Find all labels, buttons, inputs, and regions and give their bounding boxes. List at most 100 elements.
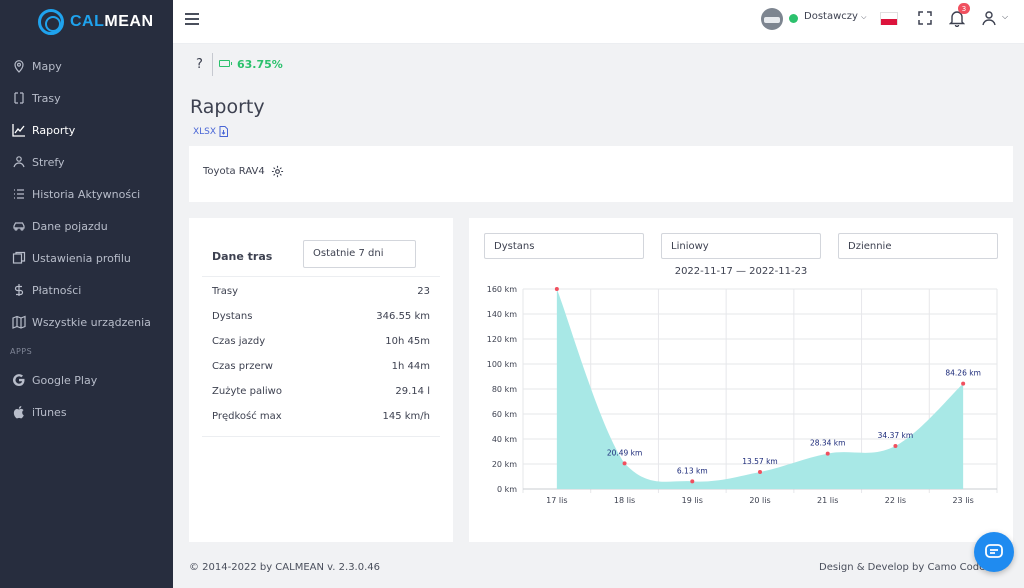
chart-card: Dystans Liniowy Dziennie 2022-11-17 — 20…: [469, 218, 1013, 542]
sidebar-item-itunes[interactable]: iTunes: [0, 396, 173, 428]
status-indicator: [789, 14, 798, 23]
stat-label: Trasy: [212, 286, 239, 297]
sidebar-item-label: Raporty: [32, 123, 76, 137]
logo-mark-icon: [38, 9, 64, 35]
google-icon: [12, 373, 26, 387]
sidebar-item-dane-pojazdu[interactable]: Dane pojazdu: [0, 210, 173, 242]
stat-label: Czas przerw: [212, 361, 273, 372]
sidebar-item-wszystkie-urzadzenia[interactable]: Wszystkie urządzenia: [0, 306, 173, 338]
trip-stats-card: Dane tras Ostatnie 7 dni Trasy 23 Dystans…: [189, 218, 453, 542]
fullscreen-icon[interactable]: [918, 11, 932, 25]
sidebar-item-label: Google Play: [32, 373, 98, 387]
sidebar: CALMEAN Mapy Trasy Raporty Strefy Histor…: [0, 0, 173, 588]
divider: [202, 276, 440, 277]
data-label: 20.49 km: [607, 448, 643, 457]
stat-label: Prędkość max: [212, 411, 282, 422]
chart-date-range: 2022-11-17 — 2022-11-23: [674, 266, 808, 277]
user-dropdown-label: Dostawczy: [804, 11, 858, 22]
stat-value: 1h 44m: [391, 361, 430, 372]
help-button[interactable]: ?: [196, 57, 203, 72]
topbar: Dostawczy ⌵ 3 ⌵: [173, 0, 1024, 44]
stat-row: Zużyte paliwo 29.14 l: [212, 386, 430, 400]
sidebar-nav: Mapy Trasy Raporty Strefy Historia Aktyw…: [0, 50, 173, 428]
sidebar-item-strefy[interactable]: Strefy: [0, 146, 173, 178]
chart-line-icon: [12, 123, 26, 137]
chevron-down-icon: ⌵: [861, 13, 867, 21]
y-tick-label: 140 km: [487, 310, 517, 319]
apple-icon: [12, 405, 26, 419]
export-xlsx-link[interactable]: XLSX: [193, 126, 229, 137]
dollar-icon: [12, 283, 26, 297]
export-xlsx-label: XLSX: [193, 126, 217, 137]
sidebar-item-label: Strefy: [32, 155, 65, 169]
profile-settings-icon: [12, 251, 26, 265]
sidebar-item-label: iTunes: [32, 405, 67, 419]
footer-credits: Design & Develop by Camo Code Studio: [819, 562, 999, 573]
data-point: [690, 479, 695, 484]
sidebar-item-trasy[interactable]: Trasy: [0, 82, 173, 114]
y-tick-label: 60 km: [492, 410, 517, 419]
sidebar-item-ustawienia-profilu[interactable]: Ustawienia profilu: [0, 242, 173, 274]
menu-toggle-icon[interactable]: [185, 13, 199, 27]
sidebar-item-label: Historia Aktywności: [32, 187, 141, 201]
stats-title: Dane tras: [212, 250, 273, 263]
y-tick-label: 20 km: [492, 460, 517, 469]
data-label: 6.13 km: [677, 466, 708, 475]
sidebar-item-label: Mapy: [32, 59, 62, 73]
interval-select[interactable]: Dziennie: [838, 233, 998, 259]
chevron-down-icon[interactable]: ⌵: [1002, 12, 1009, 21]
x-tick-label: 18 lis: [614, 496, 635, 505]
y-tick-label: 160 km: [487, 285, 517, 294]
vehicle-avatar[interactable]: [761, 8, 783, 30]
footer-copyright: © 2014-2022 by CALMEAN v. 2.3.0.46: [189, 562, 380, 573]
y-tick-label: 100 km: [487, 360, 517, 369]
data-point: [622, 461, 627, 466]
distance-chart: 0 km 20 km 40 km 60 km 80 km 100 km 120 km 140 …: [487, 285, 998, 505]
sidebar-item-historia[interactable]: Historia Aktywności: [0, 178, 173, 210]
sidebar-item-raporty[interactable]: Raporty: [0, 114, 173, 146]
stat-row: Trasy 23: [212, 286, 430, 300]
x-tick-label: 19 lis: [682, 496, 703, 505]
sidebar-item-platnosci[interactable]: Płatności: [0, 274, 173, 306]
data-label: 13.57 km: [742, 457, 778, 466]
vehicle-card: Toyota RAV4: [189, 146, 1013, 202]
sidebar-item-label: Wszystkie urządzenia: [32, 315, 151, 329]
language-flag-icon[interactable]: [880, 12, 898, 25]
x-tick-label: 23 lis: [952, 496, 973, 505]
gear-icon[interactable]: [271, 165, 284, 178]
logo-text: CALMEAN: [70, 13, 154, 30]
data-label: 34.37 km: [878, 431, 914, 440]
data-point: [554, 287, 559, 291]
logo[interactable]: CALMEAN: [0, 0, 173, 44]
list-icon: [12, 187, 26, 201]
stat-value: 29.14 l: [395, 386, 430, 397]
data-point: [825, 451, 830, 456]
y-tick-label: 80 km: [492, 385, 517, 394]
stat-row: Dystans 346.55 km: [212, 311, 430, 325]
metric-select[interactable]: Dystans: [484, 233, 644, 259]
divider: [202, 436, 440, 437]
sidebar-item-label: Trasy: [32, 91, 61, 105]
map-icon: [12, 315, 26, 329]
user-dropdown[interactable]: Dostawczy ⌵: [804, 11, 866, 22]
sidebar-item-label: Płatności: [32, 283, 82, 297]
date-range-select[interactable]: Ostatnie 7 dni: [303, 240, 416, 268]
y-tick-label: 0 km: [497, 485, 517, 494]
chart-style-select[interactable]: Liniowy: [661, 233, 821, 259]
user-icon[interactable]: [981, 10, 997, 26]
data-label: 84.26 km: [945, 369, 981, 378]
data-point: [758, 470, 762, 475]
stat-label: Czas jazdy: [212, 336, 266, 347]
notification-badge: 3: [958, 3, 970, 14]
battery-level: 63.75%: [237, 58, 283, 71]
y-tick-label: 120 km: [487, 335, 517, 344]
stat-value: 346.55 km: [376, 311, 430, 322]
apps-section-label: APPS: [10, 346, 33, 356]
divider: [212, 53, 213, 76]
chat-button[interactable]: [974, 532, 1014, 572]
file-download-icon: [219, 126, 229, 137]
x-tick-label: 20 lis: [749, 496, 770, 505]
sidebar-item-google-play[interactable]: Google Play: [0, 364, 173, 396]
sidebar-item-mapy[interactable]: Mapy: [0, 50, 173, 82]
series-area: [556, 289, 964, 489]
